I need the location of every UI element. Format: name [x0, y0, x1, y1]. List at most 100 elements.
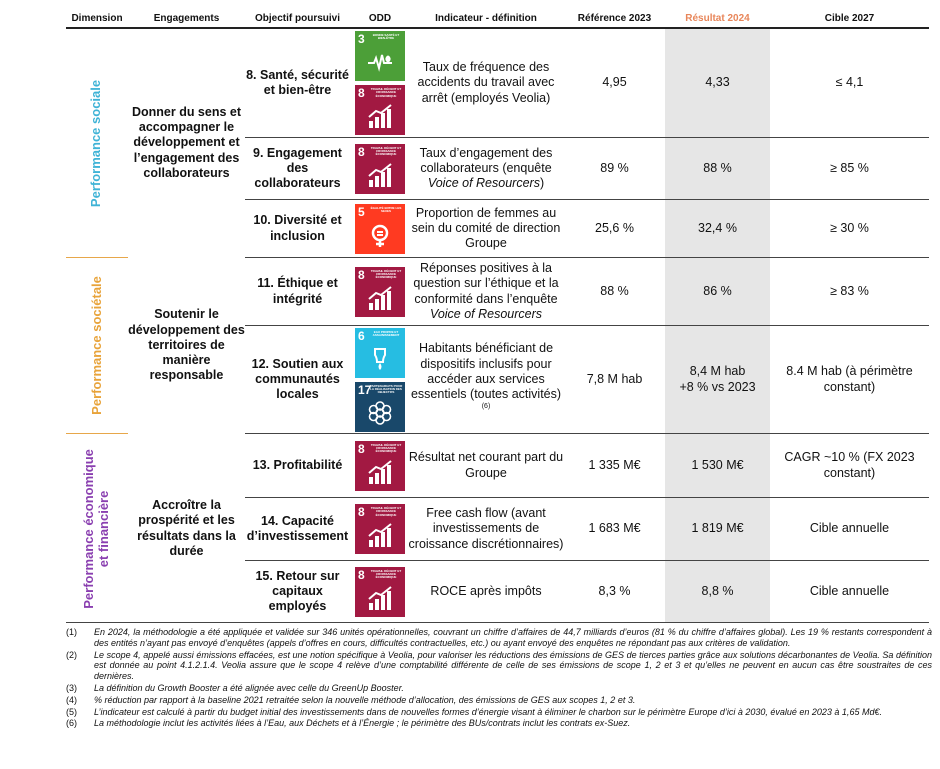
sdg-badge: 8 Travail décent et croissance économique: [355, 566, 405, 617]
sdg-number: 8: [358, 86, 365, 100]
sdg-number: 8: [358, 441, 365, 456]
row-divider: [245, 560, 929, 561]
sdg-badge: 8 Travail décent et croissance économique: [355, 143, 405, 194]
heartbeat-icon: [368, 54, 392, 72]
header-resultat: Résultat 2024: [685, 12, 750, 24]
footnote-key: (2): [66, 649, 77, 660]
footnote-ref: (6): [481, 403, 491, 411]
resultat-value: 8,8 %: [701, 583, 734, 598]
objectif-cell: 9. Engagement des collaborateurs: [253, 145, 342, 191]
cible-cell: 8.4 M hab (à périmètre constant): [786, 364, 913, 394]
footnote-text: La méthodologie inclut les activités lié…: [94, 718, 631, 729]
indicateur-text: Free cash flow (avant investissements de…: [408, 506, 564, 552]
resultat-column-shading: [665, 29, 770, 623]
sdg-badge: 8 Travail décent et croissance économique: [355, 504, 405, 554]
objectif-cell: 15. Retour sur capitaux employés: [255, 568, 340, 614]
footnote-item: (3) La définition du Growth Booster a été…: [66, 683, 932, 694]
objectif-cell: 8. Santé, sécurité et bien-être: [246, 67, 349, 97]
resultat-cell: 8,4 M hab +8 % vs 2023: [665, 326, 770, 433]
odd-cell: 8 Travail décent et croissance économique: [352, 434, 408, 497]
dimension-label: Performance sociétale: [88, 276, 104, 415]
indicateur-main: Réponses positives à la question sur l’é…: [413, 261, 559, 306]
row-divider: [245, 199, 929, 200]
header-cible: Cible 2027: [824, 12, 875, 24]
reference-cell: 1 683 M€: [588, 521, 641, 536]
objectif-cell: 12. Soutien aux communautés locales: [251, 356, 344, 402]
growth-chart-icon: [368, 285, 392, 310]
sdg-badge: 8 Travail décent et croissance économique: [355, 440, 405, 491]
growth-chart-icon: [368, 104, 392, 128]
resultat-value: 32,4 %: [698, 220, 737, 235]
dimension-divider: [66, 257, 128, 258]
cible-cell: Cible annuelle: [809, 583, 890, 598]
odd-cell: 8 Travail décent et croissance économique: [352, 258, 408, 325]
cible-cell: Cible annuelle: [809, 521, 890, 536]
indicateur-text: Réponses positives à la question sur l’é…: [408, 261, 564, 322]
sdg-badge: 3 Bonne santé et bien-être: [355, 31, 405, 81]
sdg-number: 6: [358, 328, 365, 343]
reference-cell: 25,6 %: [595, 220, 634, 235]
indicateur-main: Habitants bénéficiant de dispositifs inc…: [410, 341, 562, 402]
growth-chart-icon: [368, 585, 392, 610]
indicateur-cell: Taux d’engagement des collaborateurs (en…: [408, 138, 564, 199]
resultat-value: 1 819 M€: [691, 521, 744, 536]
sdg-badge: 8 Travail décent et croissance économique: [355, 85, 405, 135]
sdg-number: 8: [358, 144, 365, 159]
footnote-text: La définition du Growth Booster a été al…: [94, 682, 404, 693]
indicateur-cell: Réponses positives à la question sur l’é…: [408, 258, 564, 325]
reference-cell: 7,8 M hab: [586, 371, 643, 386]
resultat-cell: 1 819 M€: [665, 498, 770, 560]
indicateur-text: ROCE après impôts: [430, 584, 541, 599]
cible-cell: CAGR ~10 % (FX 2023 constant): [784, 450, 915, 480]
indicateur-text: Taux d’engagement des collaborateurs (en…: [408, 146, 564, 192]
resultat-value: 86 %: [703, 283, 732, 298]
dimension-societale: Performance sociétale: [66, 258, 128, 433]
objectif-cell: 13. Profitabilité: [252, 457, 343, 472]
indicateur-text: Taux de fréquence des accidents du trava…: [408, 60, 564, 106]
sdg-badge: 8 Travail décent et croissance économique: [355, 266, 405, 317]
sdg-badge: 6 Eau propre et assainissement: [355, 327, 405, 378]
table-bottom-border: [66, 622, 929, 623]
footnote-text: En 2024, la méthodologie a été appliquée…: [94, 627, 932, 648]
indicateur-main: Proportion de femmes au sein du comité d…: [411, 205, 561, 251]
indicateur-suffix: ): [539, 176, 545, 191]
header-indicateur: Indicateur - définition: [435, 12, 537, 24]
indicateur-main: Taux d’engagement des collaborateurs (en…: [419, 145, 553, 175]
indicateur-survey-name: Voice of Resourcers: [429, 306, 543, 321]
indicateur-text: Proportion de femmes au sein du comité d…: [408, 206, 564, 252]
row-divider: [245, 137, 929, 138]
growth-chart-icon: [368, 523, 392, 547]
cible-cell: ≥ 83 %: [830, 283, 869, 298]
indicateur-main: Free cash flow (avant investissements de…: [408, 506, 564, 551]
cible-cell: ≥ 30 %: [830, 220, 869, 235]
growth-chart-icon: [368, 162, 392, 187]
indicateur-text: Résultat net courant part du Groupe: [408, 450, 564, 481]
resultat-value: 4,33: [705, 75, 730, 90]
resultat-cell: 4,33: [665, 29, 770, 137]
indicateur-main: ROCE après impôts: [430, 583, 542, 598]
sdg-title: Travail décent et croissance économique: [370, 268, 402, 280]
resultat-cell: 32,4 %: [665, 200, 770, 257]
objectif-cell: 10. Diversité et inclusion: [253, 213, 342, 243]
sdg-title: Égalité entre les sexes: [370, 205, 402, 213]
header-odd: ODD: [368, 12, 392, 24]
indicateur-cell: Proportion de femmes au sein du comité d…: [408, 200, 564, 257]
resultat-text: 8,8 %: [702, 584, 734, 599]
row-divider: [245, 497, 929, 498]
footnote-item: (4) % réduction par rapport à la baseline…: [66, 695, 932, 706]
resultat-value: 88 %: [703, 160, 732, 175]
footnote-text: % réduction par rapport à la baseline 20…: [94, 694, 636, 705]
odd-cell: 8 Travail décent et croissance économique: [352, 561, 408, 622]
header-reference: Référence 2023: [577, 12, 652, 24]
reference-cell: 1 335 M€: [588, 457, 641, 472]
reference-cell: 8,3 %: [598, 583, 631, 598]
indicateur-cell: Taux de fréquence des accidents du trava…: [408, 29, 564, 137]
sdg-number: 8: [358, 505, 365, 519]
footnotes: (1) En 2024, la méthodologie a été appliq…: [66, 627, 932, 730]
engagement-cell: Donner du sens et accompagner le dévelop…: [131, 104, 242, 180]
resultat-cell: 1 530 M€: [665, 434, 770, 497]
footnote-item: (6) La méthodologie inclut les activités …: [66, 718, 932, 729]
sdg-title: Travail décent et croissance économique: [370, 442, 402, 454]
cible-cell: ≤ 4,1: [835, 75, 864, 90]
engagement-cell: Accroître la prospérité et les résultats…: [137, 498, 236, 558]
